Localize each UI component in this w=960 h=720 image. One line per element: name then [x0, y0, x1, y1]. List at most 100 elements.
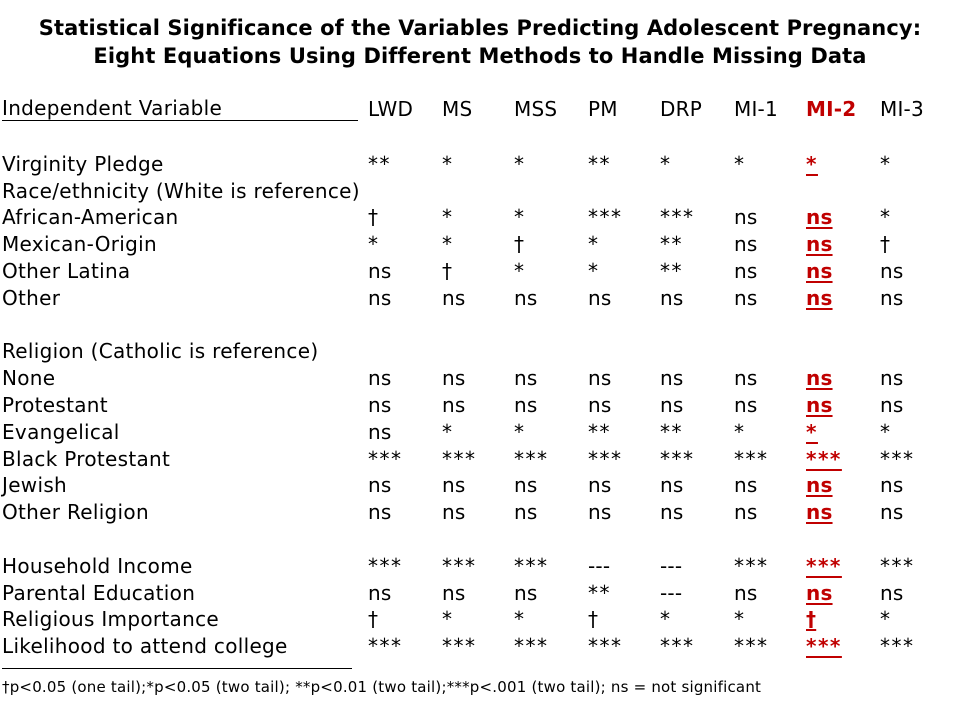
significance-cell: ns	[806, 473, 833, 498]
significance-cell: ns	[514, 580, 538, 605]
significance-cell: ***	[660, 634, 695, 659]
significance-cell: ns	[514, 392, 538, 417]
significance-cell: *	[514, 419, 526, 444]
significance-cell: ns	[880, 580, 904, 605]
significance-cell: ns	[368, 285, 392, 310]
significance-cell: ns	[806, 258, 833, 283]
significance-cell: ***	[588, 205, 623, 230]
significance-cell: ns	[588, 392, 612, 417]
significance-cell: **	[588, 151, 611, 176]
significance-cell: ns	[660, 473, 684, 498]
row-label: Religion (Catholic is reference)	[2, 339, 319, 364]
table-row: Evangelical ns * * ** ** * * *	[0, 419, 960, 446]
significance-cell: ***	[880, 553, 915, 578]
row-label: Likelihood to attend college	[2, 634, 288, 659]
significance-cell: ns	[806, 205, 833, 230]
table-row: Other Latina ns † * * ** ns ns ns	[0, 258, 960, 285]
table-row: Mexican-Origin * * † * ** ns ns †	[0, 231, 960, 258]
header-method-mi-2: MI-2	[806, 97, 857, 121]
significance-cell: ns	[734, 258, 758, 283]
significance-cell: ns	[368, 473, 392, 498]
row-label: Evangelical	[2, 419, 120, 444]
significance-cell: ns	[880, 285, 904, 310]
significance-cell: †	[806, 607, 817, 632]
significance-cell: ns	[368, 366, 392, 391]
row-label: Other Religion	[2, 500, 149, 525]
header-method-mi-3: MI-3	[880, 97, 924, 121]
table-row: Household Income *** *** *** --- --- *** *** ***	[0, 553, 960, 580]
significance-cell: ***	[806, 634, 842, 659]
significance-cell: ns	[514, 473, 538, 498]
table-row: None ns ns ns ns ns ns ns ns	[0, 365, 960, 392]
significance-cell: ---	[660, 580, 683, 605]
significance-cell: ***	[880, 634, 915, 659]
table-spacer-row	[0, 312, 960, 339]
row-label: Race/ethnicity (White is reference)	[2, 178, 360, 203]
title-line-1: Statistical Significance of the Variable…	[38, 16, 922, 40]
significance-cell: *	[442, 232, 454, 257]
table-row: Other Religion ns ns ns ns ns ns ns ns	[0, 499, 960, 526]
significance-cell: ***	[806, 553, 842, 578]
significance-cell: ns	[588, 285, 612, 310]
table-spacer-row	[0, 124, 960, 151]
row-label: Other	[2, 285, 61, 310]
significance-cell: *	[588, 258, 600, 283]
significance-cell: ns	[368, 419, 392, 444]
significance-cell: ns	[806, 392, 833, 417]
footnote: †p<0.05 (one tail);*p<0.05 (two tail); *…	[2, 678, 762, 696]
significance-table: Independent Variable LWD MS MSS PM DRP M…	[0, 96, 960, 660]
significance-cell: ns	[442, 366, 466, 391]
significance-cell: ns	[880, 473, 904, 498]
significance-cell: †	[880, 232, 891, 257]
significance-cell: ***	[514, 553, 549, 578]
table-row: Parental Education ns ns ns ** --- ns ns ns	[0, 580, 960, 607]
significance-cell: ns	[880, 258, 904, 283]
footnote-divider	[2, 668, 352, 669]
significance-cell: ns	[734, 473, 758, 498]
significance-cell: **	[660, 419, 683, 444]
significance-cell: **	[660, 258, 683, 283]
significance-cell: *	[880, 151, 892, 176]
significance-cell: ns	[734, 285, 758, 310]
header-variable: Independent Variable	[2, 96, 358, 121]
row-label: Virginity Pledge	[2, 151, 164, 176]
significance-cell: ***	[514, 634, 549, 659]
significance-cell: ns	[660, 285, 684, 310]
significance-cell: ns	[442, 285, 466, 310]
significance-cell: †	[368, 205, 379, 230]
table-header-row: Independent Variable LWD MS MSS PM DRP M…	[0, 96, 960, 124]
row-label: Mexican-Origin	[2, 232, 157, 257]
significance-cell: †	[442, 258, 453, 283]
significance-cell: ns	[514, 500, 538, 525]
significance-cell: ns	[734, 500, 758, 525]
significance-cell: ns	[368, 580, 392, 605]
significance-cell: ***	[588, 446, 623, 471]
row-label: Jewish	[2, 473, 68, 498]
significance-cell: ns	[442, 500, 466, 525]
significance-cell: ns	[442, 392, 466, 417]
significance-cell: ***	[734, 634, 769, 659]
significance-cell: *	[588, 232, 600, 257]
significance-cell: *	[734, 419, 746, 444]
significance-cell: *	[806, 151, 818, 176]
significance-cell: *	[880, 607, 892, 632]
table-row: Virginity Pledge ** * * ** * * * *	[0, 151, 960, 178]
significance-cell: †	[588, 607, 599, 632]
significance-cell: ns	[368, 500, 392, 525]
table-row: Protestant ns ns ns ns ns ns ns ns	[0, 392, 960, 419]
header-method-drp: DRP	[660, 97, 702, 121]
significance-cell: ns	[514, 285, 538, 310]
significance-cell: ns	[588, 366, 612, 391]
table-row: Race/ethnicity (White is reference)	[0, 178, 960, 205]
significance-cell: *	[660, 151, 672, 176]
significance-cell: ns	[880, 500, 904, 525]
significance-cell: †	[514, 232, 525, 257]
title-line-2: Eight Equations Using Different Methods …	[93, 44, 867, 68]
significance-cell: ns	[806, 285, 833, 310]
significance-cell: ***	[734, 446, 769, 471]
row-label: Religious Importance	[2, 607, 219, 632]
significance-cell: ns	[368, 392, 392, 417]
significance-cell: **	[588, 580, 611, 605]
significance-cell: ns	[734, 232, 758, 257]
significance-cell: *	[442, 607, 454, 632]
